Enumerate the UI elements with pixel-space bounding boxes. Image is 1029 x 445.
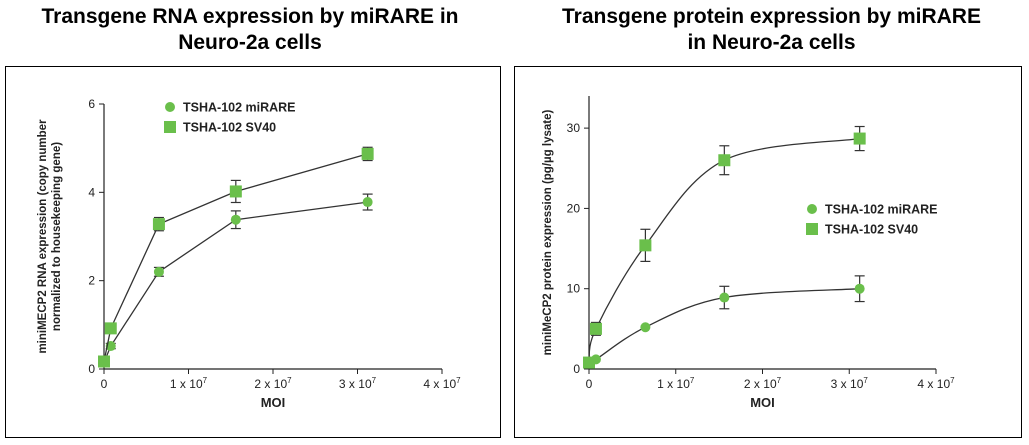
y-tick-label: 20 bbox=[567, 201, 581, 215]
x-axis-label: MOI bbox=[261, 395, 286, 410]
data-point-square bbox=[853, 132, 866, 145]
data-point-square bbox=[152, 218, 165, 231]
legend-label: TSHA-102 SV40 bbox=[825, 223, 918, 237]
x-tick-label: 0 bbox=[586, 377, 593, 391]
data-point-circle bbox=[854, 283, 865, 294]
data-point-square bbox=[229, 185, 242, 198]
y-axis-label-line2: normalized to housekeeping gene) bbox=[51, 142, 63, 331]
data-point-square bbox=[639, 239, 652, 252]
x-tick-label: 1 x 107 bbox=[657, 376, 695, 391]
x-tick-label: 4 x 107 bbox=[423, 376, 461, 391]
legend-label: TSHA-102 miRARE bbox=[825, 203, 938, 217]
data-point-square bbox=[98, 355, 110, 368]
legend-marker-circle bbox=[165, 102, 175, 112]
legend-label: TSHA-102 miRARE bbox=[183, 101, 296, 115]
data-point-circle bbox=[362, 197, 373, 208]
protein-chart-panel: 0 10 20 30 0 1 x 107 2 x 107 3 x 107 4 x 107 MOI m… bbox=[514, 66, 1022, 438]
data-point-square bbox=[589, 322, 602, 335]
data-point-square bbox=[718, 154, 731, 167]
y-tick-label: 10 bbox=[567, 282, 581, 296]
data-point-circle bbox=[640, 322, 651, 333]
x-tick-label: 0 bbox=[101, 377, 108, 391]
y-axis-label: miniMeCP2 protein expression (pg/µg lysa… bbox=[542, 110, 554, 356]
x-tick-label: 2 x 107 bbox=[254, 376, 292, 391]
y-tick-label: 6 bbox=[88, 97, 95, 111]
y-axis-label: miniMECP2 RNA expression (copy number bbox=[37, 119, 49, 354]
legend-marker-square bbox=[806, 223, 818, 235]
x-tick-label: 2 x 107 bbox=[744, 376, 782, 391]
data-point-circle bbox=[230, 214, 241, 225]
x-tick-label: 3 x 107 bbox=[831, 376, 869, 391]
rna-chart: 0 2 4 6 0 1 x 107 2 x 107 3 x 107 4 x 107 MOI mini… bbox=[37, 97, 461, 410]
chart-title-protein: Transgene protein expression by miRARE i… bbox=[514, 4, 1029, 56]
data-point-circle bbox=[153, 266, 164, 277]
y-tick-label: 2 bbox=[88, 274, 95, 288]
chart-title-rna: Transgene RNA expression by miRARE in Ne… bbox=[0, 4, 500, 56]
rna-chart-panel: 0 2 4 6 0 1 x 107 2 x 107 3 x 107 4 x 107 MOI mini… bbox=[5, 66, 501, 438]
legend-marker-square bbox=[164, 121, 176, 133]
y-tick-label: 4 bbox=[88, 185, 95, 199]
legend-marker-circle bbox=[807, 204, 817, 214]
x-axis-label: MOI bbox=[750, 395, 775, 410]
data-point-square bbox=[104, 322, 117, 335]
chart-title-protein-line2: in Neuro-2a cells bbox=[687, 31, 856, 54]
x-tick-label: 3 x 107 bbox=[339, 376, 377, 391]
x-tick-label: 4 x 107 bbox=[917, 376, 955, 391]
protein-chart: 0 10 20 30 0 1 x 107 2 x 107 3 x 107 4 x 107 MOI m… bbox=[542, 96, 955, 410]
y-tick-label: 0 bbox=[88, 362, 95, 376]
chart-title-protein-line1: Transgene protein expression by miRARE bbox=[562, 5, 981, 28]
x-tick-label: 1 x 107 bbox=[170, 376, 208, 391]
data-point-circle bbox=[719, 292, 730, 303]
data-point-square bbox=[361, 147, 374, 160]
y-tick-label: 0 bbox=[573, 362, 580, 376]
legend-label: TSHA-102 SV40 bbox=[183, 121, 276, 135]
chart-title-rna-line1: Transgene RNA expression by miRARE in bbox=[41, 5, 459, 28]
data-point-square bbox=[583, 356, 595, 369]
chart-title-rna-line2: Neuro-2a cells bbox=[178, 31, 322, 54]
y-tick-label: 30 bbox=[567, 121, 581, 135]
